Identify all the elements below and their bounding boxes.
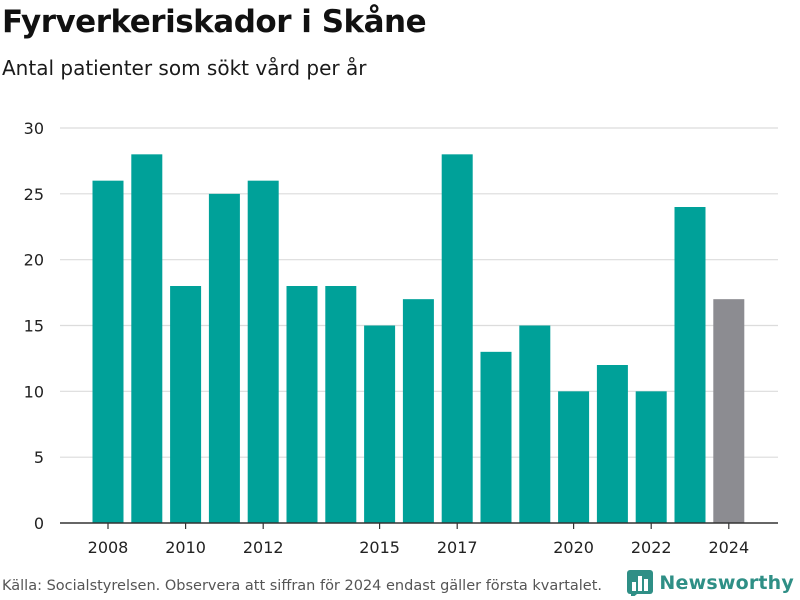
y-tick-label: 25: [24, 185, 44, 204]
y-tick-label: 10: [24, 382, 44, 401]
bar-2013: [286, 286, 318, 523]
bar-2014: [325, 286, 357, 523]
bar-2016: [402, 299, 434, 523]
bar-2018: [480, 351, 512, 523]
bar-2022: [635, 391, 667, 523]
x-tick-label: 2022: [631, 538, 672, 557]
brand-name: Newsworthy: [659, 572, 794, 594]
bar-chart-logo-icon: [627, 570, 654, 596]
chart-title: Fyrverkeriskador i Skåne: [2, 4, 427, 40]
bar-2017: [441, 154, 473, 524]
x-tick-label: 2024: [708, 538, 749, 557]
bar-2024: [713, 299, 745, 523]
bar-2011: [208, 193, 240, 524]
bar-2012: [247, 180, 279, 523]
x-tick-label: 2015: [359, 538, 400, 557]
bar-2008: [92, 180, 124, 523]
bar-2009: [131, 154, 163, 524]
x-tick-label: 2017: [437, 538, 478, 557]
y-tick-label: 20: [24, 251, 44, 270]
x-axis-ticks: 2008 2010 2012 2015 2017 2020 2022 2024: [88, 523, 749, 557]
source-note: Källa: Socialstyrelsen. Observera att si…: [2, 578, 603, 594]
x-tick-label: 2008: [88, 538, 129, 557]
chart-subtitle: Antal patienter som sökt vård per år: [2, 56, 367, 80]
bar-2021: [596, 365, 628, 523]
brand-logo: Newsworthy: [627, 570, 794, 596]
bars: [92, 154, 745, 524]
bar-2023: [674, 207, 706, 523]
x-tick-label: 2010: [165, 538, 206, 557]
x-tick-label: 2020: [553, 538, 594, 557]
y-tick-label: 0: [34, 514, 44, 533]
y-axis-ticks: 0 5 10 15 20 25 30: [24, 119, 44, 533]
bar-2015: [364, 325, 396, 523]
bar-2010: [170, 286, 202, 523]
y-tick-label: 30: [24, 119, 44, 138]
y-tick-label: 15: [24, 317, 44, 336]
x-tick-label: 2012: [243, 538, 284, 557]
bar-2019: [519, 325, 551, 523]
y-tick-label: 5: [34, 448, 44, 467]
bar-2020: [558, 391, 590, 523]
